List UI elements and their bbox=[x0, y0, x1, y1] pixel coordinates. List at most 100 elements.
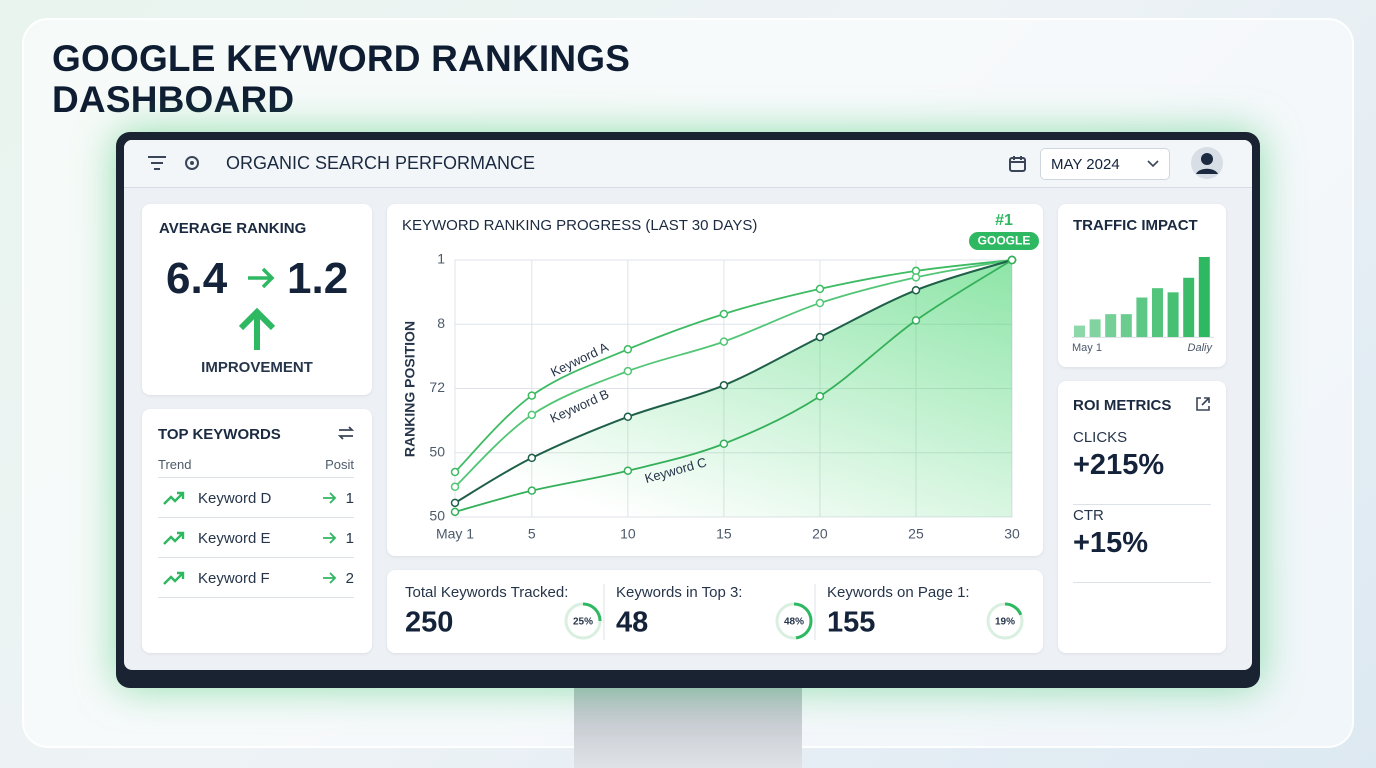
x-tick-label: 10 bbox=[620, 526, 636, 542]
point bbox=[623, 466, 633, 475]
x-tick-label: 30 bbox=[1004, 526, 1020, 542]
card-title: TRAFFIC IMPACT bbox=[1073, 217, 1198, 234]
date-text: MAY 2024 bbox=[1051, 156, 1120, 173]
ring-progress bbox=[564, 602, 602, 640]
arrow bbox=[248, 267, 275, 289]
point bbox=[719, 337, 729, 346]
roi-metric: CTR +15% bbox=[1073, 505, 1211, 583]
date-select[interactable]: MAY 2024 bbox=[1040, 148, 1170, 180]
column-header: Posit bbox=[325, 457, 354, 472]
chart: KEYWORD RANKING PROGRESS (LAST 30 DAYS) … bbox=[402, 212, 1039, 542]
table-body: Keyword D 1 Keyword E 1 Keyword F 2 bbox=[158, 478, 354, 598]
y-tick-label: 1 bbox=[437, 251, 445, 267]
card-title: AVERAGE RANKING bbox=[159, 220, 307, 237]
stat-value: 155 bbox=[827, 607, 875, 639]
point bbox=[719, 309, 729, 319]
point bbox=[450, 498, 460, 508]
y-tick-label: 8 bbox=[437, 315, 445, 331]
keyword: Keyword E bbox=[198, 530, 271, 547]
traffic-card: TRAFFIC IMPACT May 1 Daliy bbox=[1058, 204, 1226, 367]
table-row: Keyword F 2 bbox=[158, 558, 354, 598]
x-tick-label: 5 bbox=[528, 526, 536, 542]
point bbox=[623, 412, 633, 422]
point bbox=[719, 439, 729, 449]
badge-label: GOOGLE bbox=[978, 234, 1031, 248]
series-label: Keyword B bbox=[548, 386, 611, 426]
metric-label: CLICKS bbox=[1073, 429, 1128, 446]
point bbox=[527, 410, 537, 420]
arrow-icon bbox=[323, 532, 337, 544]
external-link-icon[interactable] bbox=[1195, 396, 1211, 412]
top-keywords-card: TOP KEYWORDS Trend Posit Keyword D 1 Keywo… bbox=[142, 409, 372, 653]
y-tick-label: 50 bbox=[429, 508, 445, 524]
trend-path bbox=[163, 571, 185, 585]
ring-label: 25% bbox=[573, 617, 593, 628]
point bbox=[450, 467, 460, 477]
bar bbox=[1183, 277, 1195, 337]
average-ranking-card: AVERAGE RANKING 6.4 1.2 IMPROVEMENT bbox=[142, 204, 372, 395]
page-title: GOOGLE KEYWORD RANKINGS DASHBOARD bbox=[52, 38, 631, 120]
arrow-path bbox=[323, 532, 337, 544]
trend-icon bbox=[163, 531, 185, 545]
table-row: Keyword E 1 bbox=[158, 518, 354, 558]
bar bbox=[1089, 319, 1101, 337]
point bbox=[450, 482, 460, 492]
stat-label: Keywords in Top 3: bbox=[616, 584, 742, 601]
table-head: Trend Posit bbox=[158, 457, 354, 478]
bar bbox=[1152, 288, 1163, 337]
badge: #1 bbox=[995, 212, 1013, 229]
keyword: Keyword D bbox=[198, 490, 272, 507]
column-header: Trend bbox=[158, 457, 192, 472]
position: 1 bbox=[345, 530, 354, 547]
from-rank: 6.4 bbox=[166, 254, 228, 303]
improvement-label: IMPROVEMENT bbox=[201, 359, 313, 376]
table-row: Keyword D 1 bbox=[158, 478, 354, 518]
point bbox=[815, 332, 825, 342]
ring-label: 48% bbox=[784, 617, 804, 628]
arrow-icon bbox=[323, 492, 337, 504]
stats: Total Keywords Tracked: 250 25% Keywords in… bbox=[405, 584, 1024, 640]
header-icons[interactable] bbox=[146, 152, 206, 176]
header-title: ORGANIC SEARCH PERFORMANCE bbox=[226, 153, 536, 173]
ring-progress bbox=[775, 602, 813, 640]
avatar[interactable] bbox=[1190, 146, 1224, 180]
trend-path bbox=[163, 531, 185, 545]
bar bbox=[1136, 297, 1148, 337]
up-arrow bbox=[238, 307, 276, 350]
keyword: Keyword F bbox=[198, 570, 270, 587]
calendar-icon[interactable] bbox=[1008, 154, 1028, 174]
point bbox=[815, 298, 825, 308]
x-tick-label: 20 bbox=[812, 526, 828, 542]
bar bbox=[1167, 292, 1179, 337]
point bbox=[815, 284, 825, 294]
arrow-path bbox=[323, 492, 337, 504]
swap-icon[interactable] bbox=[337, 424, 355, 442]
monitor-stand bbox=[574, 688, 802, 768]
to-rank: 1.2 bbox=[287, 254, 349, 303]
y-tick-label: 50 bbox=[429, 443, 445, 459]
ring-label: 19% bbox=[995, 617, 1015, 628]
bar bbox=[1074, 325, 1085, 337]
arrow-path bbox=[323, 572, 337, 584]
point bbox=[527, 391, 537, 400]
x-label: May 1 bbox=[1072, 342, 1102, 354]
x-tick-label: 25 bbox=[908, 526, 924, 542]
stat-label: Keywords on Page 1: bbox=[827, 584, 970, 601]
point bbox=[623, 345, 633, 354]
x-label: Daliy bbox=[1188, 342, 1214, 354]
chart-title: KEYWORD RANKING PROGRESS (LAST 30 DAYS) bbox=[402, 217, 757, 234]
point bbox=[527, 486, 537, 495]
stats-card: Total Keywords Tracked: 250 25% Keywords in… bbox=[387, 570, 1043, 653]
stat-value: 250 bbox=[405, 607, 453, 639]
metric-value: +15% bbox=[1073, 527, 1148, 559]
position: 2 bbox=[345, 570, 354, 587]
y-tick-label: 72 bbox=[429, 379, 445, 395]
point bbox=[1007, 255, 1017, 265]
badge-pill bbox=[969, 232, 1039, 250]
roi-metric: CLICKS +215% bbox=[1073, 427, 1211, 505]
point bbox=[911, 285, 921, 295]
point bbox=[911, 273, 921, 282]
ring-progress bbox=[986, 602, 1024, 640]
point bbox=[815, 391, 825, 401]
